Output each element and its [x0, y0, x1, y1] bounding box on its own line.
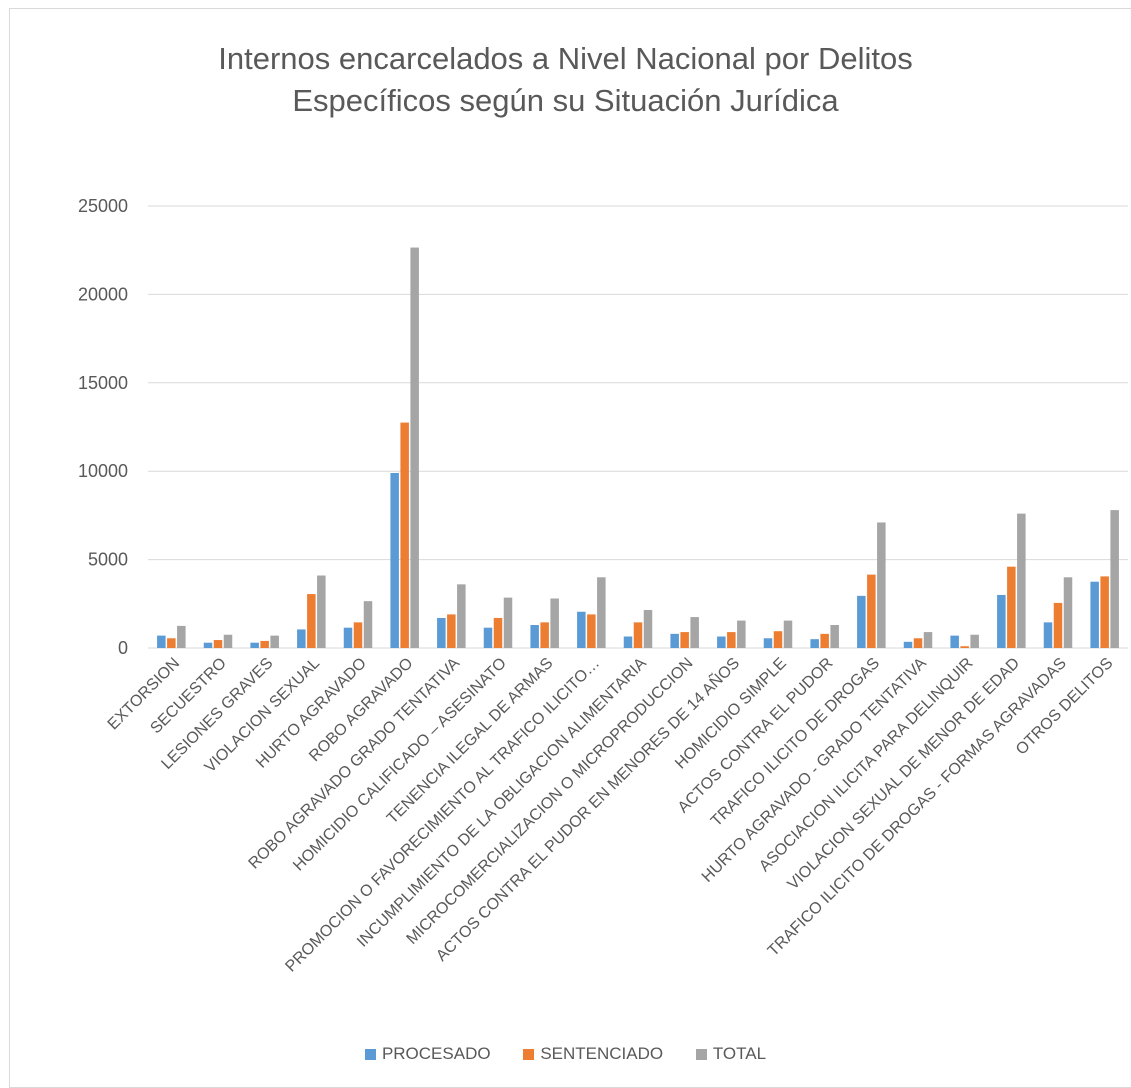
bar-total — [923, 632, 933, 648]
bar-procesado — [623, 636, 633, 648]
legend-label-procesado: PROCESADO — [381, 1044, 491, 1063]
bar-total — [970, 634, 979, 648]
bar-total — [410, 247, 419, 648]
bar-total — [597, 577, 606, 648]
bar-procesado — [717, 636, 726, 648]
bar-sentenciado — [1007, 566, 1016, 648]
bar-sentenciado — [260, 640, 269, 648]
bar-sentenciado — [493, 617, 503, 648]
bar-procesado — [157, 635, 166, 648]
bar-procesado — [1090, 581, 1099, 648]
y-tick-label: 15000 — [78, 373, 128, 393]
bar-sentenciado — [867, 574, 876, 648]
y-tick-label: 25000 — [78, 196, 128, 216]
bar-procesado — [250, 642, 259, 648]
legend-swatch-procesado — [364, 1048, 376, 1060]
bar-total — [830, 625, 839, 648]
y-tick-label: 10000 — [78, 461, 128, 481]
bar-total — [877, 522, 886, 648]
bar-sentenciado — [540, 622, 549, 648]
bar-sentenciado — [353, 622, 363, 648]
bar-procesado — [437, 617, 446, 648]
bar-procesado — [857, 595, 866, 648]
x-category-label: ASOCIACION ILICITA PARA DELINQUIR — [756, 655, 976, 875]
bar-total — [643, 609, 653, 648]
bar-total — [177, 625, 186, 648]
bar-total — [737, 620, 746, 648]
bar-procesado — [390, 472, 399, 648]
bar-procesado — [297, 629, 306, 648]
legend-item-total: TOTAL — [695, 1044, 767, 1064]
bar-procesado — [203, 642, 213, 648]
bar-total — [783, 620, 793, 648]
bar-sentenciado — [307, 594, 316, 648]
bar-total — [270, 635, 279, 648]
bar-sentenciado — [773, 631, 783, 648]
x-category-label: ACTOS CONTRA EL PUDOR EN MENORES DE 14 A… — [431, 653, 743, 965]
bar-procesado — [670, 633, 679, 648]
legend-item-procesado: PROCESADO — [364, 1044, 491, 1064]
legend-label-total: TOTAL — [712, 1044, 767, 1063]
x-category-label: TENENCIA ILEGAL DE ARMAS — [384, 655, 557, 828]
bar-sentenciado — [400, 422, 409, 648]
bar-sentenciado — [447, 614, 456, 648]
bar-sentenciado — [167, 638, 176, 648]
chart-area — [9, 8, 1131, 1088]
bar-sentenciado — [213, 640, 223, 648]
bar-total — [457, 584, 466, 648]
bar-procesado — [997, 594, 1006, 648]
chart-title-line-1: Internos encarcelados a Nivel Nacional p… — [218, 41, 913, 76]
x-category-label: TRAFICO ILICITO DE DROGAS — [708, 655, 883, 830]
legend-swatch-sentenciado — [523, 1048, 535, 1060]
bar-procesado — [577, 611, 586, 648]
y-tick-label: 5000 — [88, 550, 128, 570]
bar-procesado — [950, 635, 959, 648]
bar-procesado — [1043, 622, 1053, 648]
bar-total — [1110, 510, 1119, 648]
chart-title: Internos encarcelados a Nivel Nacional p… — [0, 38, 1131, 122]
bar-sentenciado — [820, 633, 829, 648]
bar-total — [317, 575, 326, 648]
bar-procesado — [763, 638, 773, 648]
legend-item-sentenciado: SENTENCIADO — [523, 1044, 663, 1064]
bar-procesado — [483, 627, 493, 648]
series-procesado — [157, 472, 1099, 648]
legend-swatch-total — [695, 1048, 707, 1060]
legend-label-sentenciado: SENTENCIADO — [540, 1044, 664, 1063]
bar-total — [690, 617, 699, 648]
bar-procesado — [343, 627, 353, 648]
bar-total — [363, 601, 373, 648]
bar-total — [1017, 513, 1026, 648]
bar-total — [223, 634, 233, 648]
chart-title-line-2: Específicos según su Situación Jurídica — [292, 83, 839, 118]
bar-sentenciado — [913, 638, 923, 648]
bar-procesado — [810, 639, 819, 648]
bar-total — [550, 598, 559, 648]
bar-sentenciado — [1053, 602, 1063, 648]
y-tick-label: 20000 — [78, 284, 128, 304]
bar-sentenciado — [680, 632, 689, 648]
bar-total — [1063, 577, 1073, 648]
bar-sentenciado — [1100, 576, 1109, 648]
legend: PROCESADO SENTENCIADO TOTAL — [0, 1044, 1131, 1065]
series-sentenciado — [167, 422, 1109, 648]
x-category-label: HOMICIDIO CALIFICADO – ASESINATO — [290, 655, 510, 875]
bar-procesado — [903, 641, 913, 648]
bar-sentenciado — [633, 622, 643, 648]
bar-sentenciado — [587, 614, 596, 648]
bar-sentenciado — [727, 632, 736, 648]
y-tick-label: 0 — [118, 638, 128, 658]
series-total — [177, 247, 1119, 648]
bar-sentenciado — [960, 646, 969, 648]
bar-procesado — [530, 625, 539, 648]
bar-total — [503, 597, 513, 648]
